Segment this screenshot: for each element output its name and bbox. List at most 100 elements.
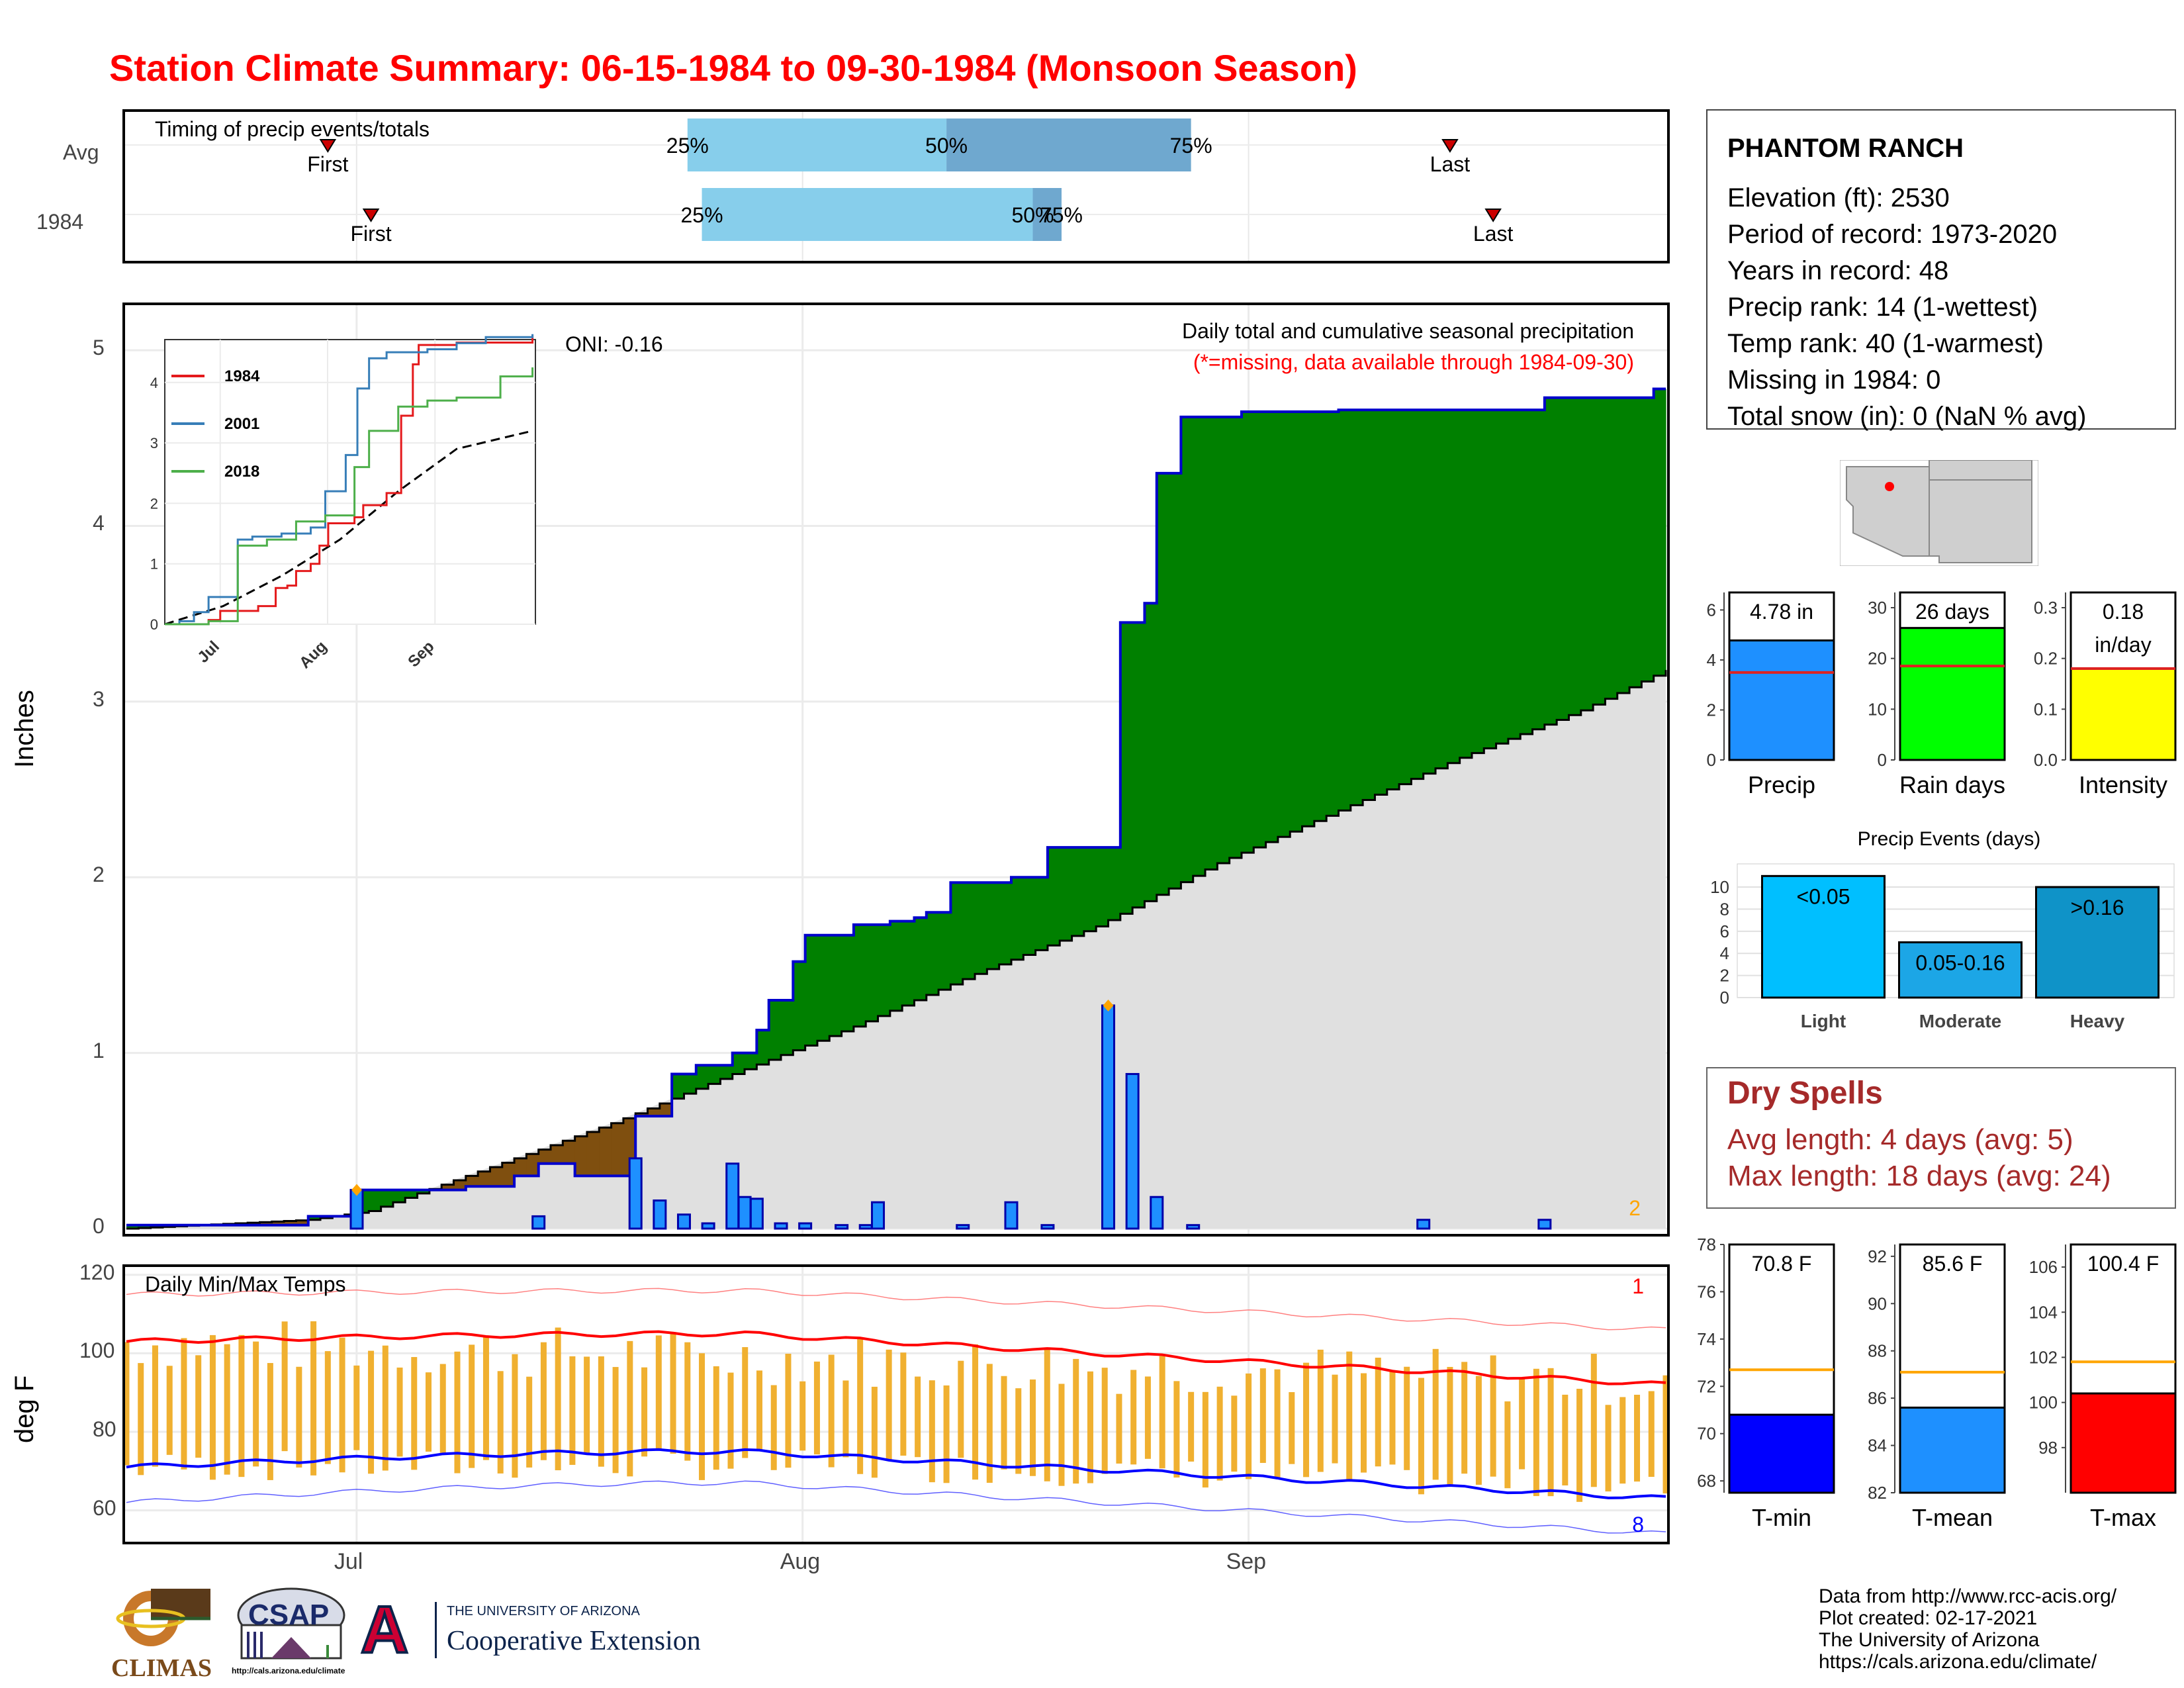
summary-bars: 0 2 4 6 4.78 in Precip 0 10 20 30 26 days Rain days… — [1707, 591, 2177, 798]
timing-marker — [362, 209, 380, 222]
daily-temp-bar — [670, 1332, 676, 1454]
precip-deficit-segment — [526, 1154, 539, 1176]
daily-temp-bar — [454, 1351, 461, 1474]
precip-surplus-segment — [1387, 410, 1400, 790]
daily-temp-bar — [526, 1376, 533, 1468]
summary-bar-value: 100.4 F — [2087, 1252, 2160, 1276]
precip-surplus-segment — [1302, 411, 1315, 827]
precip-surplus-segment — [672, 1074, 685, 1099]
precip-surplus-segment — [781, 1000, 794, 1055]
summary-bar-tick-label: 2 — [1707, 700, 1716, 720]
station-detail-line: Period of record: 1973-2020 — [1727, 220, 2058, 249]
precip-events-tick-label: 8 — [1720, 899, 1729, 919]
precip-surplus-segment — [1641, 397, 1655, 682]
daily-temp-bar — [469, 1344, 475, 1468]
daily-temp-bar — [1404, 1366, 1410, 1470]
daily-temp-bar — [1274, 1369, 1281, 1479]
precip-surplus-segment — [938, 912, 952, 990]
inset-xtick-label: Sep — [404, 637, 437, 671]
precip-events-title: Precip Events (days) — [1858, 828, 2041, 850]
precip-deficit-segment — [514, 1158, 527, 1176]
dry-spells-box: Dry Spells Avg length: 4 days (avg: 5) M… — [1706, 1067, 2176, 1209]
summary-bar-tick-label: 0.3 — [2034, 598, 2058, 618]
timing-bar-lower — [702, 188, 1033, 241]
precip-surplus-segment — [369, 1190, 382, 1211]
precip-surplus-segment — [1253, 411, 1267, 848]
ua-logo: A THE UNIVERSITY OF ARIZONA Cooperative … — [359, 1591, 745, 1668]
summary-bar-tick-label: 84 — [1868, 1436, 1887, 1456]
daily-temp-bar — [1015, 1388, 1022, 1474]
precip-surplus-segment — [975, 882, 987, 974]
temp-chart-title: Daily Min/Max Temps — [145, 1272, 346, 1296]
summary-bar-tick-label: 20 — [1868, 649, 1887, 669]
daily-temp-bar — [555, 1327, 561, 1471]
timing-label: Timing of precip events/totals — [155, 117, 430, 141]
summary-bar-tick-label: 10 — [1868, 699, 1887, 719]
daily-precip-bar — [1186, 1224, 1201, 1230]
precip-deficit-segment — [284, 1221, 297, 1225]
daily-temp-bar — [166, 1366, 173, 1455]
daily-precip-bar — [628, 1157, 643, 1230]
daily-temp-bar — [1332, 1374, 1338, 1464]
summary-bar-tick-label: 0.0 — [2034, 750, 2058, 770]
inset-xtick-label: Jul — [194, 637, 223, 667]
precip-events-category: Heavy — [2070, 1011, 2125, 1031]
timing-bar-upper — [1032, 188, 1062, 241]
summary-bar-tick-label: 4 — [1707, 650, 1716, 670]
avg-tmin-line — [126, 1448, 1666, 1499]
daily-precip-bar — [531, 1215, 546, 1230]
summary-bar-value: 85.6 F — [1923, 1252, 1983, 1276]
daily-temp-bar — [267, 1363, 273, 1480]
daily-temp-bar — [584, 1356, 590, 1454]
precip-events-tick-label: 4 — [1720, 943, 1729, 963]
precip-surplus-segment — [720, 1065, 733, 1079]
month-tick-label: Sep — [1226, 1549, 1267, 1574]
daily-temp-bar — [972, 1344, 979, 1480]
precip-events-bar — [1761, 874, 1886, 999]
inset-climatology-line — [164, 430, 533, 626]
precip-deficit-segment — [635, 1113, 649, 1117]
precip-surplus-segment — [866, 924, 879, 1021]
summary-bar-label: T-max — [2090, 1504, 2156, 1531]
daily-precip-bar — [1537, 1219, 1552, 1230]
summary-bar-fill — [2070, 667, 2177, 761]
precip-deficit-segment — [478, 1171, 491, 1187]
ua-divider — [435, 1602, 437, 1658]
precip-surplus-segment — [926, 912, 939, 996]
daily-temp-bar — [426, 1372, 432, 1452]
precip-surplus-segment — [1617, 397, 1630, 693]
precip-surplus-segment — [392, 1190, 406, 1203]
precip-events-bar-label: >0.16 — [2071, 896, 2124, 919]
summary-bar-tick-label: 72 — [1697, 1376, 1716, 1396]
daily-temp-bar — [1576, 1388, 1583, 1502]
precip-surplus-segment — [1338, 410, 1351, 811]
inset-ytick-label: 1 — [150, 556, 158, 573]
daily-temp-bar — [727, 1372, 734, 1469]
daily-temp-bar — [1303, 1362, 1310, 1477]
daily-temp-bar — [713, 1366, 719, 1470]
credit-line: The University of Arizona — [1819, 1629, 2040, 1651]
precip-surplus-segment — [1423, 410, 1436, 774]
precip-surplus-segment — [1605, 397, 1618, 699]
inset-ytick-label: 4 — [150, 375, 158, 391]
summary-bar-tick-label: 68 — [1697, 1471, 1716, 1491]
daily-temp-bar — [1159, 1356, 1165, 1469]
daily-temp-bar — [1246, 1373, 1252, 1479]
daily-temp-bar — [1547, 1368, 1554, 1497]
credit-line: Plot created: 02-17-2021 — [1819, 1607, 2038, 1629]
daily-temp-bar — [871, 1386, 878, 1478]
page-title: Station Climate Summary: 06-15-1984 to 0… — [109, 47, 1357, 89]
precip-events-tick-label: 0 — [1720, 988, 1729, 1008]
daily-temp-bar — [482, 1336, 489, 1460]
precip-ytick-label: 3 — [93, 686, 105, 711]
summary-bar-label: Precip — [1748, 771, 1815, 798]
daily-temp-bar — [943, 1385, 950, 1483]
station-detail-line: Temp rank: 40 (1-warmest) — [1727, 329, 2044, 358]
daily-temp-bar — [439, 1364, 446, 1453]
inset-frame — [164, 339, 536, 625]
precip-surplus-segment — [1447, 410, 1461, 763]
daily-temp-bar — [857, 1338, 864, 1474]
timing-pct-label: 50% — [1011, 203, 1054, 227]
daily-precip-bar — [1150, 1196, 1164, 1230]
precip-surplus-segment — [1375, 410, 1388, 795]
